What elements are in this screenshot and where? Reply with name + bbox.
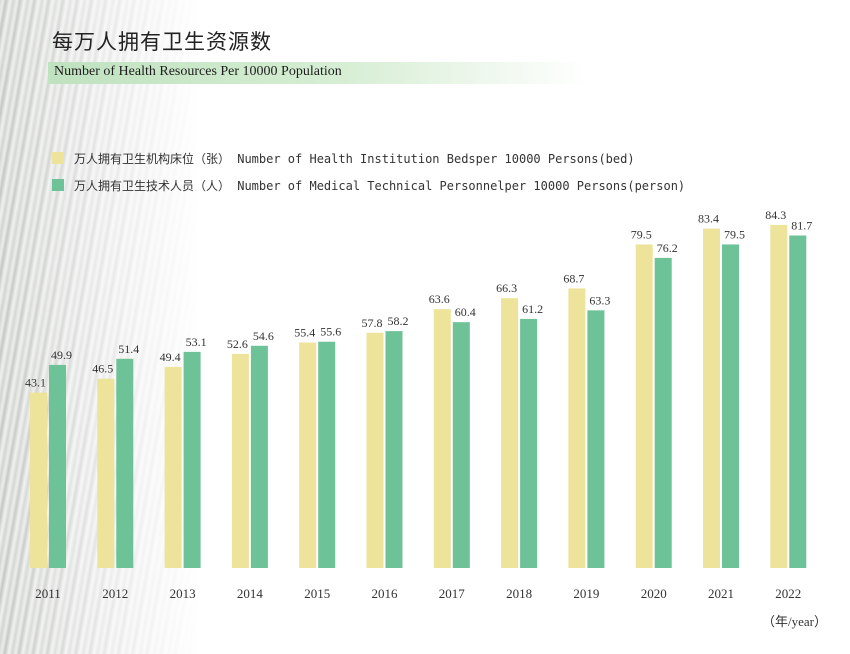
data-label-beds: 66.3 [496,281,517,295]
data-label-personnel: 63.3 [589,293,610,307]
bar-personnel [183,351,201,568]
data-label-personnel: 49.9 [51,348,72,362]
data-label-personnel: 60.4 [455,305,476,319]
bar-beds [97,378,115,568]
data-label-beds: 83.4 [698,212,719,226]
data-label-personnel: 54.6 [253,329,274,343]
bar-beds [366,332,384,568]
bar-personnel [587,310,605,568]
x-tick-label: 2014 [237,586,264,601]
x-tick-label: 2015 [304,586,330,601]
legend-swatch-beds [52,152,64,164]
bar-personnel [385,331,403,568]
x-tick-label: 2016 [372,586,399,601]
bar-beds [30,392,47,568]
bar-beds [164,366,182,568]
data-label-personnel: 58.2 [388,314,409,328]
data-label-personnel: 55.6 [320,325,341,339]
bar-personnel [654,257,672,568]
bar-beds [299,342,317,568]
bar-beds [568,288,586,568]
subtitle-band [48,62,588,84]
data-label-beds: 79.5 [631,227,652,241]
bar-personnel [789,235,807,568]
x-tick-label: 2011 [35,586,61,601]
x-tick-label: 2013 [170,586,196,601]
data-label-beds: 84.3 [765,208,786,222]
data-label-beds: 55.4 [294,326,315,340]
bar-beds [703,228,720,568]
x-tick-label: 2018 [506,586,532,601]
data-label-beds: 57.8 [362,316,383,330]
legend-label-beds: 万人拥有卫生机构床位（张） Number of Health Instituti… [74,151,635,166]
x-tick-label: 2020 [641,586,667,601]
data-label-beds: 63.6 [429,292,450,306]
x-axis-unit: （年/year） [762,614,827,629]
bar-personnel [49,364,66,568]
page-title: 每万人拥有卫生资源数 [52,30,272,54]
data-label-personnel: 61.2 [522,302,543,316]
bar-personnel [250,345,268,568]
x-tick-label: 2021 [708,586,734,601]
bar-beds [501,298,519,568]
legend-item-beds: 万人拥有卫生机构床位（张） Number of Health Instituti… [52,150,635,166]
x-tick-label: 2017 [439,586,466,601]
data-label-personnel: 53.1 [186,335,207,349]
data-label-personnel: 76.2 [657,241,678,255]
x-tick-label: 2019 [573,586,599,601]
data-label-beds: 68.7 [563,271,584,285]
bar-personnel [318,341,336,568]
x-tick-label: 2012 [102,586,128,601]
legend-swatch-personnel [52,179,64,191]
bar-personnel [452,322,470,568]
bar-beds [635,244,653,568]
bar-beds [770,224,788,569]
bar-beds [433,309,451,568]
legend-label-personnel: 万人拥有卫生技术人员（人） Number of Medical Technica… [74,178,686,193]
bar-beds [231,353,249,568]
data-label-personnel: 51.4 [118,342,139,356]
bar-personnel [520,318,538,568]
data-label-beds: 49.4 [160,350,181,364]
data-label-personnel: 79.5 [724,227,745,241]
data-label-personnel: 81.7 [791,218,812,232]
legend-item-personnel: 万人拥有卫生技术人员（人） Number of Medical Technica… [52,177,685,193]
data-label-beds: 52.6 [227,337,248,351]
data-label-beds: 43.1 [25,376,46,390]
bar-personnel [722,244,739,568]
bar-personnel [116,358,134,568]
page-subtitle: Number of Health Resources Per 10000 Pop… [54,64,342,79]
x-tick-label: 2022 [775,586,801,601]
data-label-beds: 46.5 [92,362,113,376]
